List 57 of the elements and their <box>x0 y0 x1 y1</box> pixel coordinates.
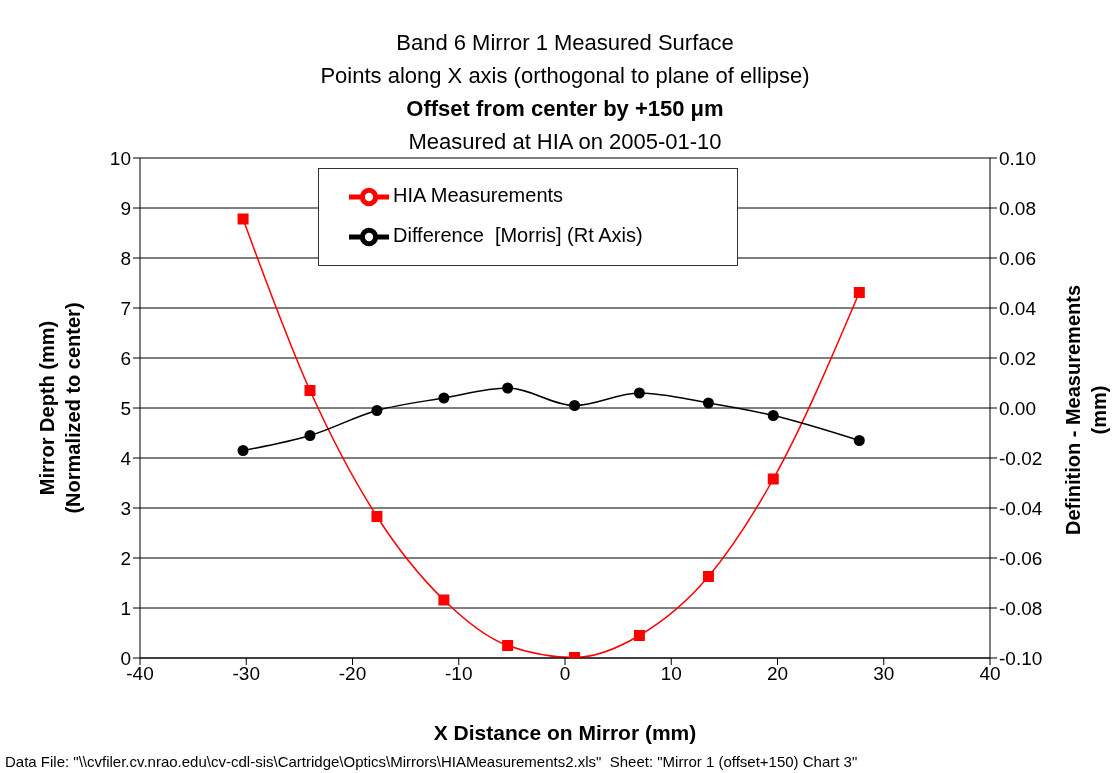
y-tick-label: 3 <box>120 497 131 519</box>
point <box>702 571 714 582</box>
y2-axis-title: Definition - Measurements (mm) <box>1061 284 1111 538</box>
y2-tick-label: -0.04 <box>999 497 1043 519</box>
y-tick-label: 8 <box>120 247 131 269</box>
point <box>438 392 450 404</box>
y2-tick-label: -0.06 <box>999 547 1043 569</box>
y-tick-label: 6 <box>120 347 131 369</box>
chart-title: Band 6 Mirror 1 Measured Surface <box>395 29 735 57</box>
y-tick-label: 2 <box>120 547 131 569</box>
x-tick-label: 0 <box>559 663 571 685</box>
point <box>371 405 383 416</box>
point <box>853 287 865 298</box>
legend-label: HIA Measurements <box>393 184 564 207</box>
y-tick-label: 4 <box>120 447 132 469</box>
point <box>767 473 779 485</box>
y2-tick-label: 0.04 <box>999 297 1037 319</box>
y-tick-label: 5 <box>120 397 131 419</box>
point <box>569 400 581 411</box>
point <box>633 387 645 399</box>
y2-tick-label: -0.02 <box>999 447 1043 469</box>
y-tick-label: 7 <box>120 297 131 319</box>
legend-label: Difference [Morris] (Rt Axis) <box>393 224 643 247</box>
chart-subtitle: Points along X axis (orthogonal to plane of ellipse) Offset from center by +150 μm Measured at HIA on 2005-01-10 <box>319 62 811 156</box>
point <box>853 435 865 446</box>
y2-tick-label: 0.06 <box>999 247 1036 269</box>
y-tick-label: 9 <box>120 197 131 219</box>
x-tick-label: -20 <box>338 663 367 685</box>
y-axis-title: Mirror Depth (mm) (Normalized to center) <box>35 301 85 516</box>
x-tick-label: -30 <box>232 663 260 685</box>
point <box>702 397 714 409</box>
y-tick-label: 10 <box>109 147 131 169</box>
x-axis-title: X Distance on Mirror (mm) <box>432 720 698 746</box>
y2-tick-label: 0.00 <box>999 397 1036 419</box>
text: Data File: "\\cvfiler.cv.nrao.edu\cv-cdl-sis\Cartridge\Optics\Mirrors\HIAMeasurements2.xls" Sheet: "Mirror 1 (offset+150) Chart 3" <box>5 753 858 771</box>
point <box>438 594 450 606</box>
point <box>502 640 514 651</box>
point <box>371 511 383 522</box>
y-tick-label: 0 <box>120 647 131 669</box>
point <box>237 213 249 225</box>
point <box>237 445 249 456</box>
point <box>304 430 316 441</box>
x-tick-label: 20 <box>766 663 789 685</box>
y2-tick-label: 0.08 <box>999 197 1036 219</box>
point <box>304 385 316 396</box>
x-tick-label: -10 <box>445 663 473 685</box>
point <box>633 630 645 641</box>
y2-tick-label: 0.02 <box>999 347 1036 369</box>
point <box>502 382 514 394</box>
y2-tick-label: -0.08 <box>999 597 1043 619</box>
x-tick-label: 10 <box>660 663 682 685</box>
y2-tick-label: 0.10 <box>999 147 1036 169</box>
point <box>767 410 779 421</box>
y-tick-label: 1 <box>120 597 131 619</box>
x-tick-label: 40 <box>979 663 1001 685</box>
x-tick-label: 30 <box>873 663 895 685</box>
y2-tick-label: -0.10 <box>999 647 1043 669</box>
